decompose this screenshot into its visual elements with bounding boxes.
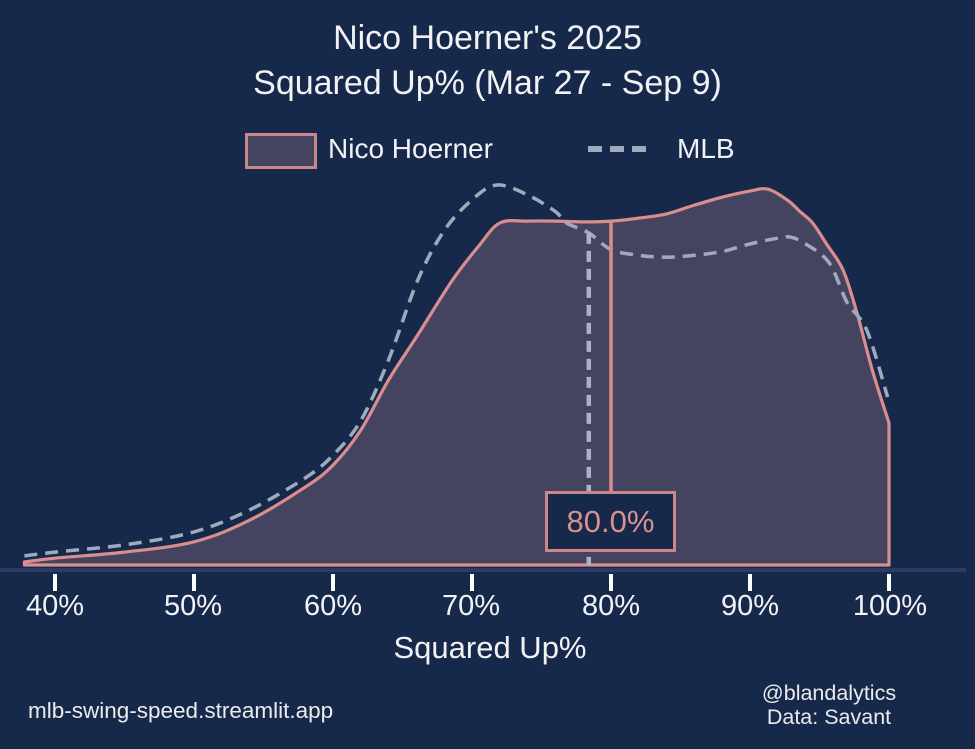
x-tick-label-100: 100% [852, 590, 928, 622]
mlb-density-curve [24, 183, 890, 558]
legend-label-mlb: MLB [677, 133, 735, 164]
credit-block: @blandalytics Data: Savant [703, 681, 955, 729]
page-title: Nico Hoerner's 2025 Squared Up% (Mar 27 … [0, 16, 975, 106]
legend-dash-mlb [588, 146, 650, 152]
x-tick-mark [887, 574, 891, 591]
legend-label-nico: Nico Hoerner [328, 133, 493, 164]
x-tick-label-60: 60% [303, 590, 363, 622]
value-annotation-label: 80.0% [566, 504, 655, 539]
x-tick-label-70: 70% [441, 590, 501, 622]
title-line-1: Nico Hoerner's 2025 [333, 19, 642, 57]
x-axis-line [0, 568, 966, 572]
credit-handle: @blandalytics [761, 681, 897, 705]
x-tick-mark [748, 574, 752, 591]
x-tick-label-90: 90% [720, 590, 780, 622]
x-tick-mark [192, 574, 196, 591]
x-tick-mark [609, 574, 613, 591]
value-annotation-box: 80.0% [545, 491, 676, 552]
x-tick-mark [331, 574, 335, 591]
x-tick-mark [53, 574, 57, 591]
x-axis-title: Squared Up% [393, 630, 587, 665]
credit-source: Data: Savant [766, 704, 892, 729]
legend-swatch-nico [245, 133, 317, 169]
x-tick-label-80: 80% [581, 590, 641, 622]
x-tick-label-50: 50% [163, 590, 223, 622]
nico-density-area [22, 187, 891, 567]
x-tick-mark [470, 574, 474, 591]
title-line-2: Squared Up% (Mar 27 - Sep 9) [253, 64, 722, 102]
app-url-text: mlb-swing-speed.streamlit.app [28, 698, 334, 723]
x-tick-label-40: 40% [25, 590, 85, 622]
